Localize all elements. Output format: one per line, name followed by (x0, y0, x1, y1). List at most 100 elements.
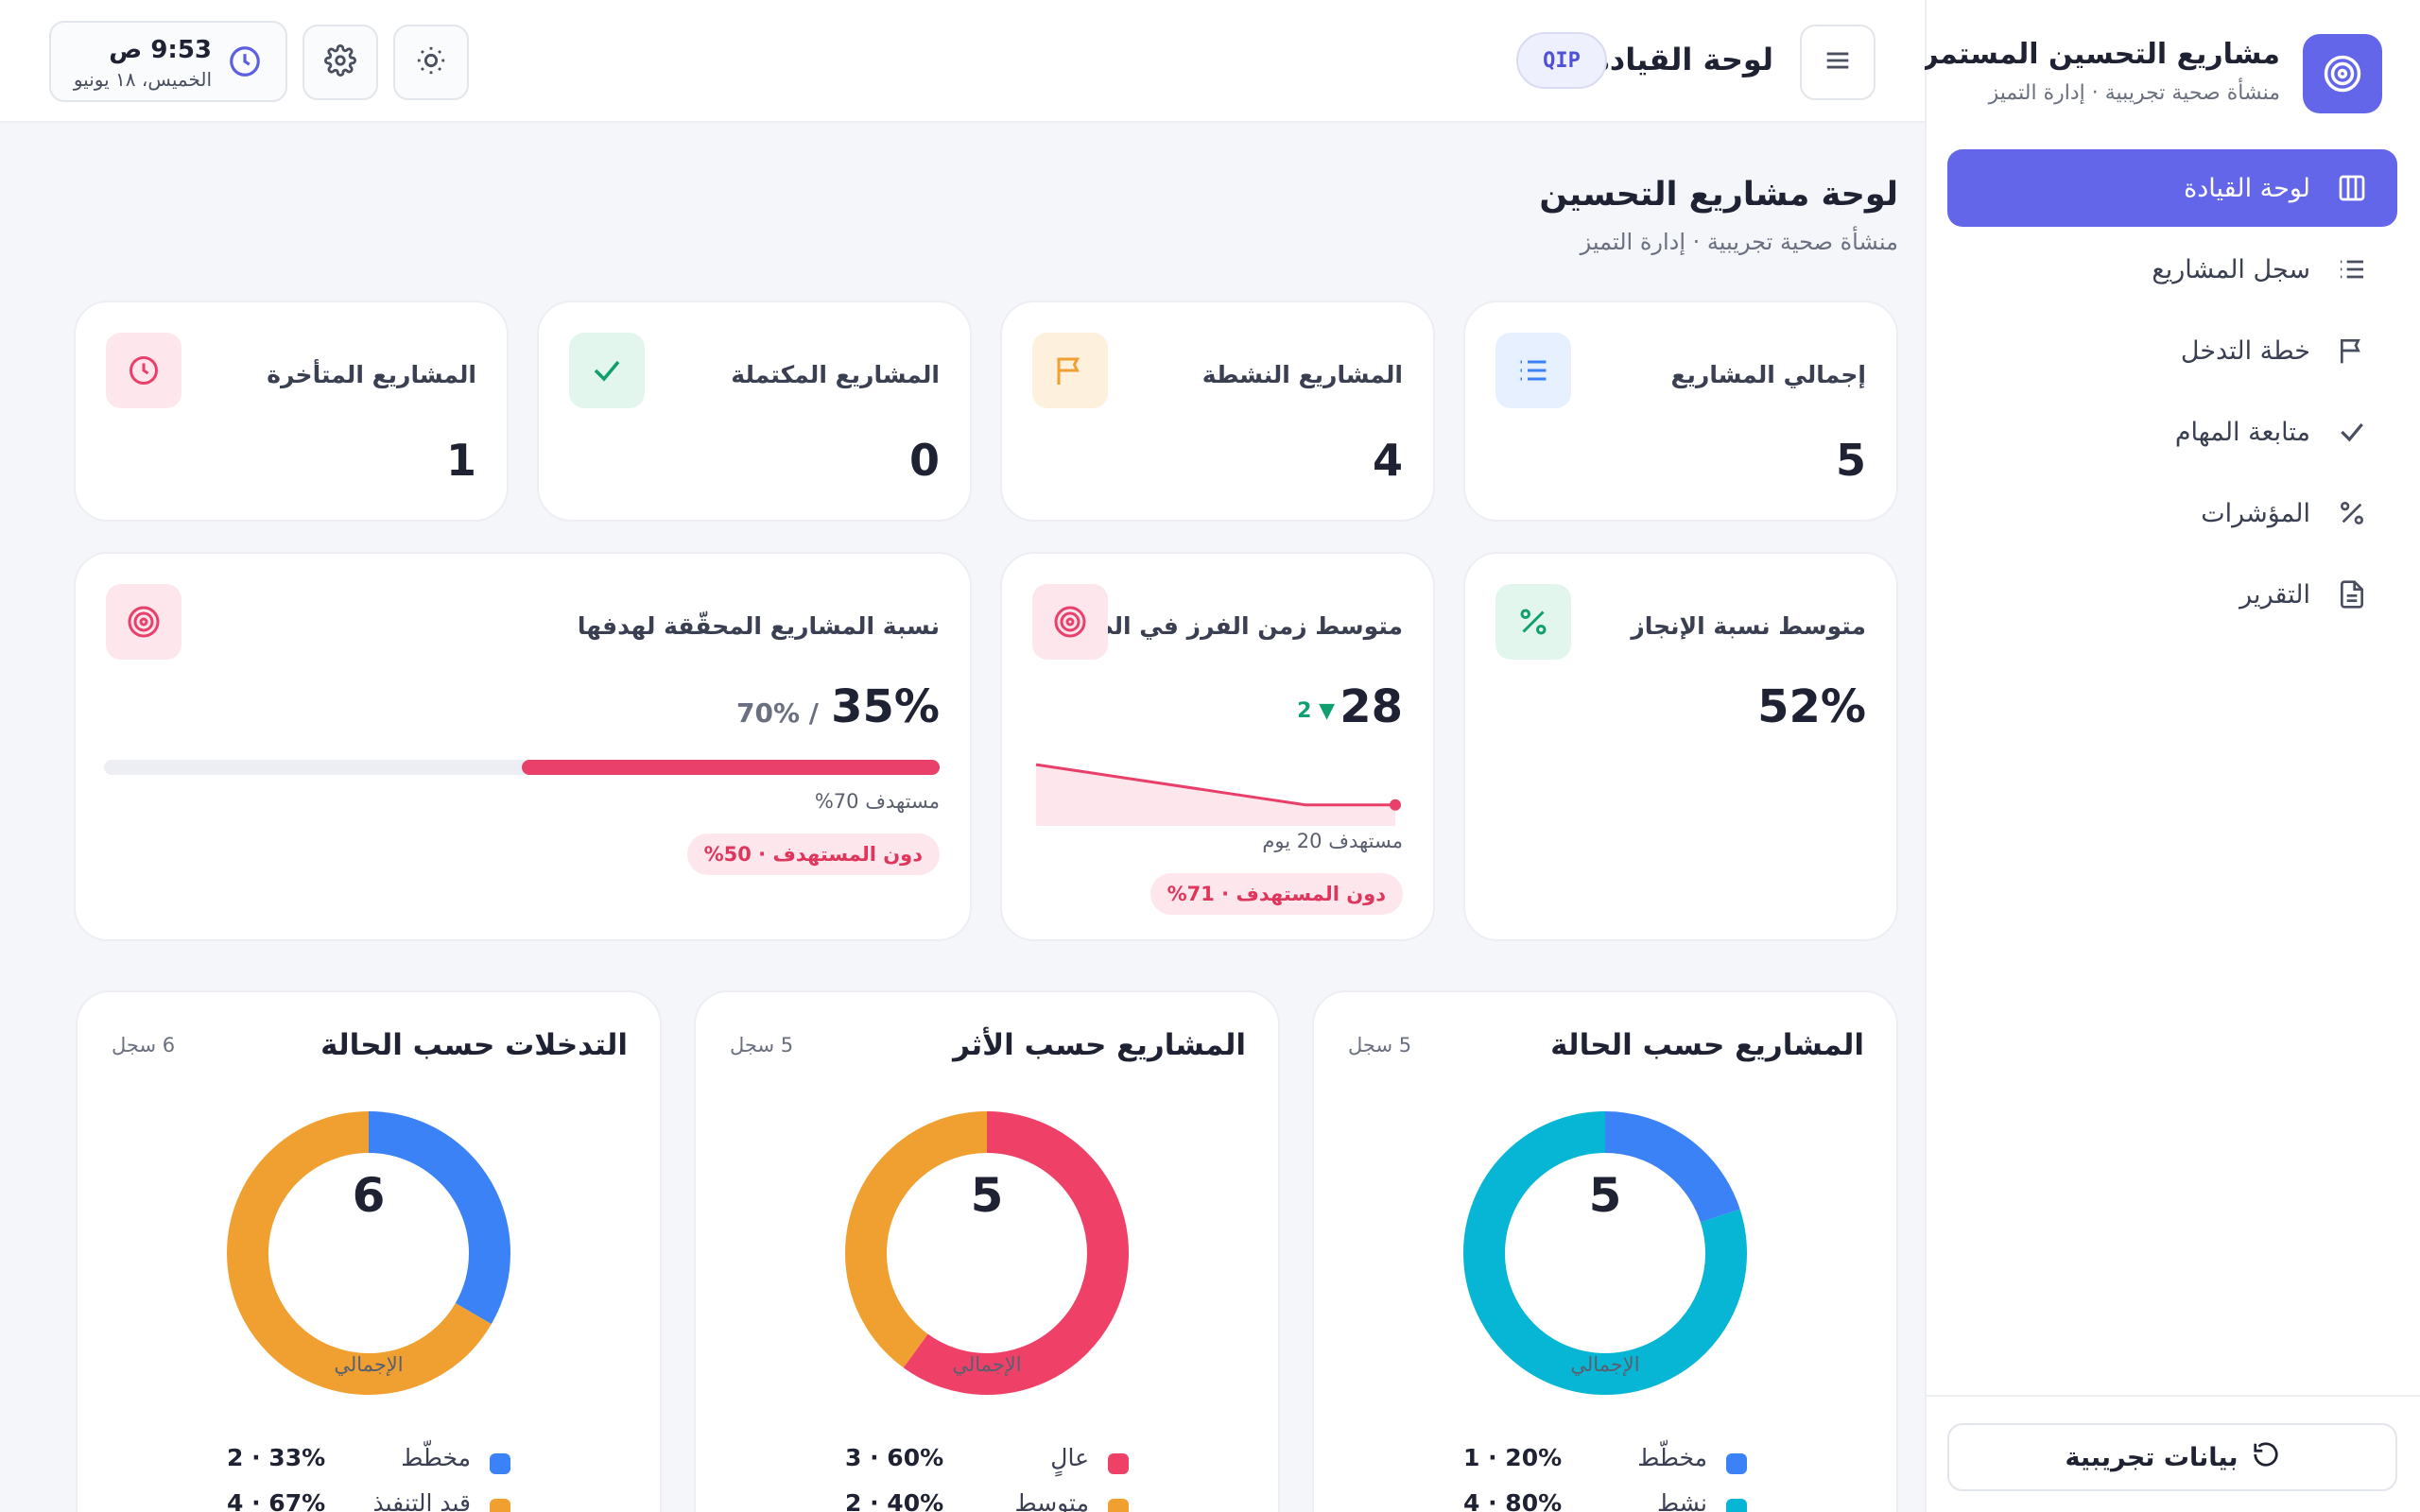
sun-icon (415, 44, 447, 80)
sidebar-footer: بيانات تجريبية (1927, 1395, 2420, 1512)
donut-caption: الإجمالي (1570, 1353, 1640, 1376)
legend-swatch (490, 1453, 510, 1474)
kpi-card-completion: متوسط نسبة الإنجاز 52% (1463, 552, 1898, 941)
qip-badge: QIP (1516, 32, 1607, 89)
stat-label: إجمالي المشاريع (1670, 361, 1866, 388)
legend-item: قيد التنفيذ 4 · 67% (227, 1487, 510, 1512)
sidebar: مشاريع التحسين المستمر منشأة صحية تجريبي… (1922, 0, 2420, 1512)
down-arrow-icon: ▼ (1319, 699, 1335, 723)
sidebar-item-report[interactable]: التقرير (1947, 556, 2397, 633)
chart-count: 5 سجل (1348, 1034, 1412, 1057)
legend-value: 3 · 60% (845, 1444, 944, 1471)
trend-sparkline (1035, 763, 1401, 826)
kpi-delta: ▼ 2 (1297, 699, 1335, 723)
legend-swatch (1726, 1499, 1747, 1512)
kpi-label: نسبة المشاريع المحقّقة لهدفها (577, 612, 940, 640)
target-note: مستهدف 20 يوم (1262, 830, 1403, 852)
donut-svg (845, 1111, 1129, 1395)
kpi-delta-value: 2 (1297, 699, 1312, 723)
reset-icon (2252, 1440, 2280, 1475)
target-note: مستهدف 70% (814, 790, 940, 813)
hamburger-icon (1822, 44, 1854, 80)
dashboard-icon (2333, 169, 2371, 207)
donut-slice-1 (1463, 1111, 1747, 1395)
clock-widget: 9:53 ص الخميس، ١٨ يونيو (49, 21, 287, 102)
theme-toggle-button[interactable] (393, 25, 469, 100)
donut-chart: 6 الإجمالي (227, 1111, 510, 1395)
chart-title: المشاريع حسب الحالة (1550, 1028, 1864, 1062)
sparkline-area (1036, 765, 1395, 826)
kpi-card-triage-time: متوسط زمن الفرز في الطوارئ 28 ▼ 2 مستهدف… (1000, 552, 1435, 941)
dashboard-subheading: منشأة صحية تجريبية · إدارة التميز (1580, 229, 1898, 255)
legend-label: مخطّط (401, 1444, 471, 1471)
donut-caption: الإجمالي (334, 1353, 404, 1376)
progress-fill (522, 760, 940, 775)
status-badge: دون المستهدف · 50% (686, 833, 940, 875)
target-icon (2303, 34, 2382, 113)
kpi-value: 28 (1340, 680, 1403, 733)
legend-swatch (490, 1499, 510, 1512)
legend-label: مخطّط (1637, 1444, 1707, 1471)
chart-title: التدخلات حسب الحالة (320, 1028, 628, 1062)
kpi-value: 35% (831, 680, 940, 733)
sidebar-item-tasks[interactable]: متابعة المهام (1947, 393, 2397, 471)
legend-value: 4 · 80% (1463, 1489, 1563, 1512)
flag-icon (1032, 333, 1108, 408)
legend-item: متوسط 2 · 40% (845, 1487, 1129, 1512)
legend-label: متوسط (1014, 1489, 1089, 1512)
chart-count: 5 سجل (730, 1034, 794, 1057)
legend-label: نشط (1657, 1489, 1707, 1512)
chart-count: 6 سجل (112, 1034, 176, 1057)
stat-card-active: المشاريع النشطة 4 (1000, 301, 1435, 522)
legend-label: عالٍ (1050, 1444, 1089, 1471)
list-icon (2333, 250, 2371, 288)
sidebar-item-dashboard[interactable]: لوحة القيادة (1947, 149, 2397, 227)
donut-svg (227, 1111, 510, 1395)
donut-total: 5 (970, 1168, 1004, 1223)
document-icon (2333, 576, 2371, 613)
sparkline-line (1035, 763, 1395, 807)
legend-item: عالٍ 3 · 60% (845, 1442, 1129, 1480)
topbar: لوحة القيادة QIP 9:53 ص الخميس، ١٨ يونيو (0, 0, 1925, 123)
stat-card-completed: المشاريع المكتملة 0 (537, 301, 972, 522)
legend-value: 4 · 67% (227, 1489, 326, 1512)
donut-svg (1463, 1111, 1747, 1395)
legend-item: مخطّط 2 · 33% (227, 1442, 510, 1480)
donut-total: 6 (352, 1168, 386, 1223)
flag-icon (2333, 332, 2371, 369)
settings-button[interactable] (302, 25, 378, 100)
stat-value: 1 (445, 435, 476, 486)
stat-card-total: إجمالي المشاريع 5 (1463, 301, 1898, 522)
chart-card-by-status: المشاريع حسب الحالة 5 سجل 5 الإجمالي مخط… (1312, 990, 1898, 1512)
sidebar-item-label: المؤشرات (2201, 498, 2310, 528)
demo-data-label: بيانات تجريبية (2065, 1442, 2238, 1472)
demo-data-button[interactable]: بيانات تجريبية (1947, 1423, 2397, 1491)
donut-slice-1 (227, 1111, 510, 1395)
sparkline-point (1390, 799, 1401, 811)
percent-icon (1495, 584, 1571, 660)
progress-bar (104, 760, 940, 775)
sidebar-item-projects-log[interactable]: سجل المشاريع (1947, 231, 2397, 308)
clock-icon (227, 43, 263, 79)
sidebar-item-intervention-plan[interactable]: خطة التدخل (1947, 312, 2397, 389)
percent-icon (2333, 494, 2371, 532)
stat-value: 0 (908, 435, 940, 486)
clock-time: 9:53 ص (109, 36, 212, 64)
donut-total: 5 (1588, 1168, 1622, 1223)
chart-card-by-impact: المشاريع حسب الأثر 5 سجل 5 الإجمالي عالٍ… (694, 990, 1280, 1512)
stat-label: المشاريع المكتملة (731, 361, 940, 388)
kpi-target: 70% / (736, 697, 819, 729)
target-icon (106, 584, 182, 660)
stat-label: المشاريع النشطة (1201, 361, 1403, 388)
kpi-card-achieved-goal: نسبة المشاريع المحقّقة لهدفها 35% 70% / … (74, 552, 972, 941)
sidebar-item-indicators[interactable]: المؤشرات (1947, 474, 2397, 552)
legend-value: 2 · 40% (845, 1489, 944, 1512)
donut-chart: 5 الإجمالي (1463, 1111, 1747, 1395)
menu-button[interactable] (1800, 25, 1876, 100)
clock-icon (106, 333, 182, 408)
stat-label: المشاريع المتأخرة (267, 361, 476, 388)
stat-value: 5 (1835, 435, 1866, 486)
donut-caption: الإجمالي (952, 1353, 1022, 1376)
sidebar-item-label: سجل المشاريع (2152, 254, 2310, 284)
